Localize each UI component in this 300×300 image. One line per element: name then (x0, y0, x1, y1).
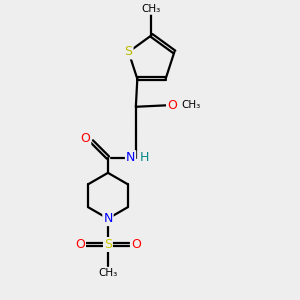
Text: CH₃: CH₃ (181, 100, 200, 110)
Text: H: H (140, 151, 149, 164)
Text: O: O (131, 238, 141, 251)
Text: N: N (103, 212, 112, 225)
Text: O: O (75, 238, 85, 251)
Text: S: S (104, 238, 112, 251)
Text: N: N (126, 151, 135, 164)
Text: CH₃: CH₃ (142, 4, 161, 14)
Text: O: O (80, 132, 90, 145)
Text: S: S (124, 46, 133, 59)
Text: O: O (167, 99, 177, 112)
Text: CH₃: CH₃ (98, 268, 118, 278)
